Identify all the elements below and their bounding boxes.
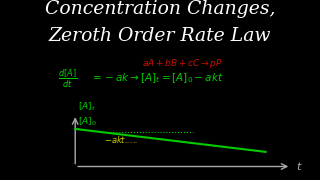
Text: $[A]_t$: $[A]_t$ [78,101,96,113]
Text: t: t [296,161,300,172]
Text: Zeroth Order Rate Law: Zeroth Order Rate Law [49,27,271,45]
Text: Concentration Changes,: Concentration Changes, [45,0,275,18]
Text: $aA + bB + cC \rightarrow pP$: $aA + bB + cC \rightarrow pP$ [142,57,223,70]
Text: $= -ak \rightarrow [A]_t = [A]_0 - akt$: $= -ak \rightarrow [A]_t = [A]_0 - akt$ [90,71,223,85]
Text: $-akt$.....: $-akt$..... [104,134,138,145]
Text: $\frac{d[A]}{dt}$: $\frac{d[A]}{dt}$ [58,68,77,90]
Text: $[A]_0$: $[A]_0$ [78,116,97,128]
